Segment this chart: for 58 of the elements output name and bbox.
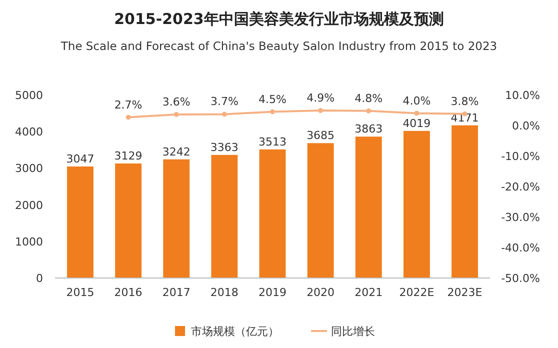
data-label: 4.0% bbox=[402, 94, 431, 108]
point bbox=[414, 110, 420, 116]
x-tick-label: 2015 bbox=[66, 286, 94, 299]
data-label: 3242 bbox=[162, 145, 190, 158]
y-tick-label: 0 bbox=[36, 272, 43, 285]
y2-tick-label: -10.0% bbox=[501, 150, 540, 163]
x-tick-label: 2019 bbox=[258, 286, 286, 299]
x-tick-label: 2023E bbox=[447, 286, 482, 299]
y2-tick-label: -40.0% bbox=[501, 242, 540, 254]
legend-label: 同比增长 bbox=[331, 325, 375, 338]
point bbox=[318, 108, 324, 114]
data-label: 4.9% bbox=[306, 92, 335, 105]
point bbox=[222, 112, 227, 117]
x-tick-label: 2016 bbox=[114, 286, 142, 299]
bar bbox=[355, 136, 382, 278]
data-label: 3.8% bbox=[450, 94, 479, 108]
x-tick-label: 2017 bbox=[162, 286, 190, 299]
point bbox=[270, 109, 275, 114]
chart-subtitle: The Scale and Forecast of China's Beauty Salon Industry from 2015 to 2023 bbox=[60, 39, 498, 53]
data-label: 3685 bbox=[306, 129, 335, 142]
bar bbox=[259, 149, 286, 278]
y-tick-label: 2000 bbox=[15, 198, 43, 212]
data-label: 4.5% bbox=[258, 92, 286, 106]
bar bbox=[452, 125, 478, 278]
data-label: 3129 bbox=[114, 149, 142, 162]
data-label: 4.8% bbox=[354, 92, 383, 105]
bar bbox=[211, 154, 238, 278]
point bbox=[174, 112, 179, 118]
y-tick-label: 1000 bbox=[15, 235, 43, 248]
y2-tick-label: 10.0% bbox=[505, 89, 540, 102]
data-label: 4019 bbox=[402, 116, 431, 130]
bar bbox=[163, 159, 190, 278]
data-label: 3363 bbox=[210, 140, 238, 154]
y2-tick-label: -50.0% bbox=[501, 272, 540, 285]
data-label: 3.6% bbox=[162, 96, 190, 109]
x-tick-label: 2018 bbox=[210, 286, 238, 299]
data-label: 3863 bbox=[354, 122, 383, 136]
point bbox=[366, 108, 372, 114]
bar bbox=[115, 163, 142, 278]
x-tick-label: 2020 bbox=[306, 286, 335, 299]
chart-title: 2015-2023年中国美容美发行业市场规模及预测 bbox=[114, 10, 444, 28]
bar bbox=[403, 130, 430, 278]
bar bbox=[307, 143, 334, 278]
y-tick-label: 3000 bbox=[15, 162, 43, 176]
y2-tick-label: -30.0% bbox=[501, 211, 540, 224]
point bbox=[126, 114, 131, 120]
bar bbox=[67, 166, 94, 278]
y2-tick-label: 0.0% bbox=[512, 120, 540, 132]
y-tick-label: 4000 bbox=[15, 126, 43, 139]
data-label: 3513 bbox=[258, 135, 286, 148]
data-label: 2.7% bbox=[114, 98, 142, 112]
data-label: 3047 bbox=[66, 152, 94, 166]
y-tick-label: 5000 bbox=[15, 89, 43, 102]
data-label: 3.7% bbox=[210, 95, 238, 108]
legend-label: 市场规模（亿元） bbox=[191, 325, 279, 338]
x-tick-label: 2022E bbox=[399, 286, 434, 299]
x-tick-label: 2021 bbox=[354, 286, 383, 299]
y2-tick-label: -20.0% bbox=[501, 180, 540, 194]
